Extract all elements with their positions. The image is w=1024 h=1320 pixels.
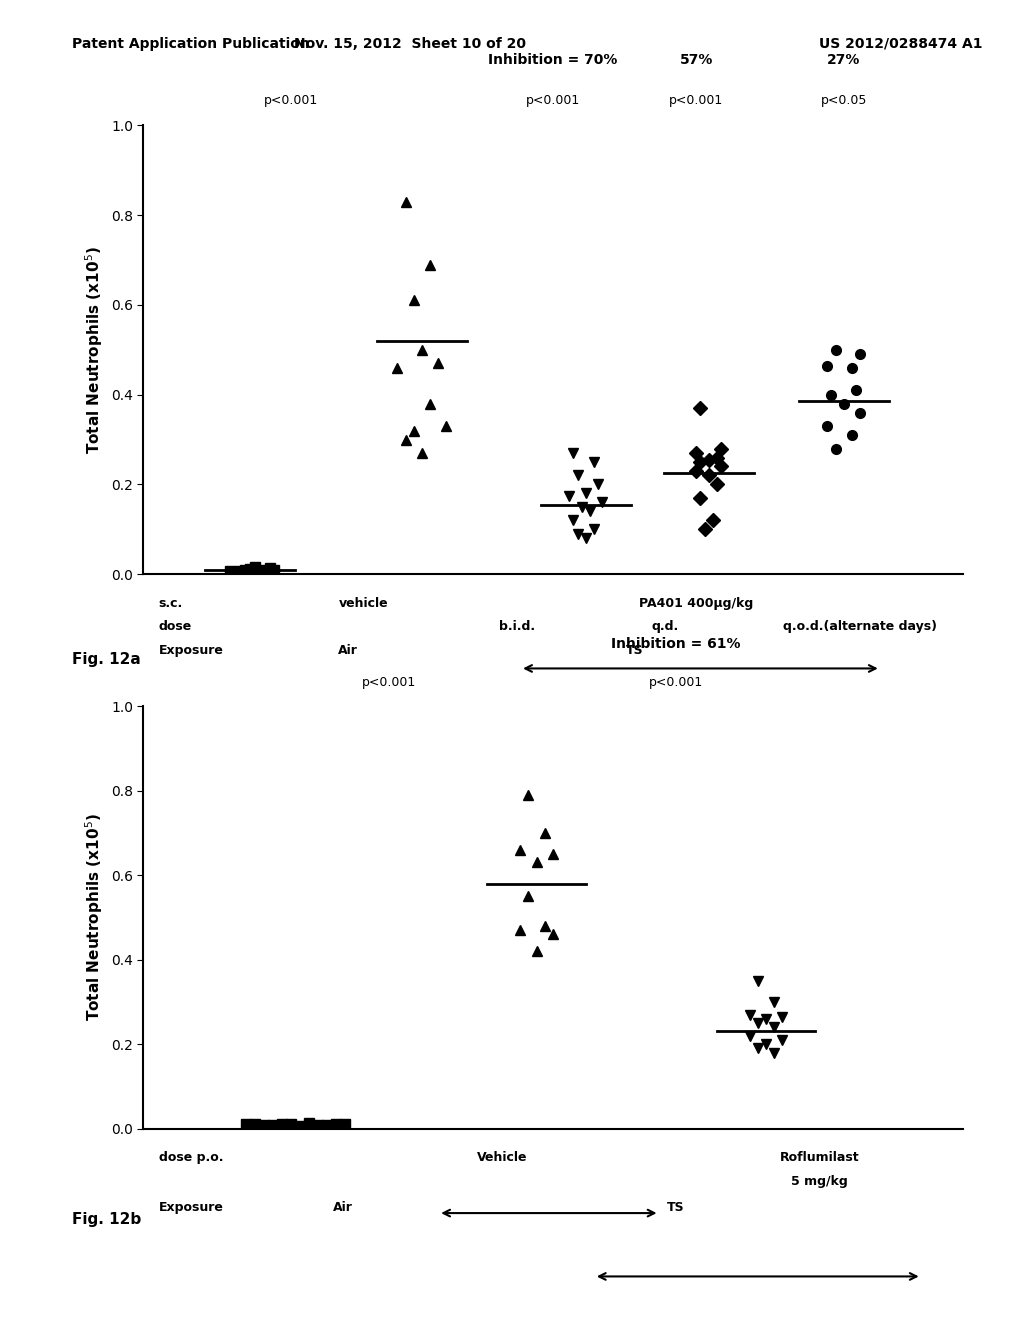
Text: 27%: 27%	[827, 53, 860, 67]
Text: p<0.001: p<0.001	[264, 95, 317, 107]
Text: TS: TS	[667, 1201, 685, 1214]
Text: TS: TS	[626, 644, 644, 657]
Text: q.o.d.(alternate days): q.o.d.(alternate days)	[783, 620, 937, 634]
Text: Roflumilast: Roflumilast	[779, 1151, 859, 1164]
Text: Fig. 12a: Fig. 12a	[72, 652, 140, 667]
Text: Patent Application Publication: Patent Application Publication	[72, 37, 309, 51]
Text: Air: Air	[338, 644, 358, 657]
Text: Fig. 12b: Fig. 12b	[72, 1212, 141, 1226]
Text: vehicle: vehicle	[339, 597, 388, 610]
Text: Exposure: Exposure	[159, 644, 223, 657]
Text: p<0.001: p<0.001	[649, 676, 702, 689]
Text: Vehicle: Vehicle	[476, 1151, 527, 1164]
Text: Nov. 15, 2012  Sheet 10 of 20: Nov. 15, 2012 Sheet 10 of 20	[294, 37, 525, 51]
Text: q.d.: q.d.	[652, 620, 679, 634]
Text: p<0.05: p<0.05	[820, 95, 867, 107]
Text: p<0.001: p<0.001	[362, 676, 416, 689]
Text: Inhibition = 61%: Inhibition = 61%	[611, 638, 740, 651]
Y-axis label: Total Neutrophils (x10$^{5}$): Total Neutrophils (x10$^{5}$)	[84, 246, 105, 454]
Text: dose: dose	[159, 620, 191, 634]
Text: Air: Air	[333, 1201, 353, 1214]
Text: Inhibition = 70%: Inhibition = 70%	[488, 53, 617, 67]
Text: 5 mg/kg: 5 mg/kg	[791, 1175, 848, 1188]
Text: dose p.o.: dose p.o.	[159, 1151, 223, 1164]
Text: s.c.: s.c.	[159, 597, 183, 610]
Text: US 2012/0288474 A1: US 2012/0288474 A1	[819, 37, 983, 51]
Text: p<0.001: p<0.001	[670, 95, 723, 107]
Text: Exposure: Exposure	[159, 1201, 223, 1214]
Text: b.i.d.: b.i.d.	[499, 620, 536, 634]
Text: 57%: 57%	[680, 53, 713, 67]
Text: PA401 400μg/kg: PA401 400μg/kg	[639, 597, 754, 610]
Text: p<0.001: p<0.001	[526, 95, 580, 107]
Y-axis label: Total Neutrophils (x10$^{5}$): Total Neutrophils (x10$^{5}$)	[84, 813, 105, 1022]
